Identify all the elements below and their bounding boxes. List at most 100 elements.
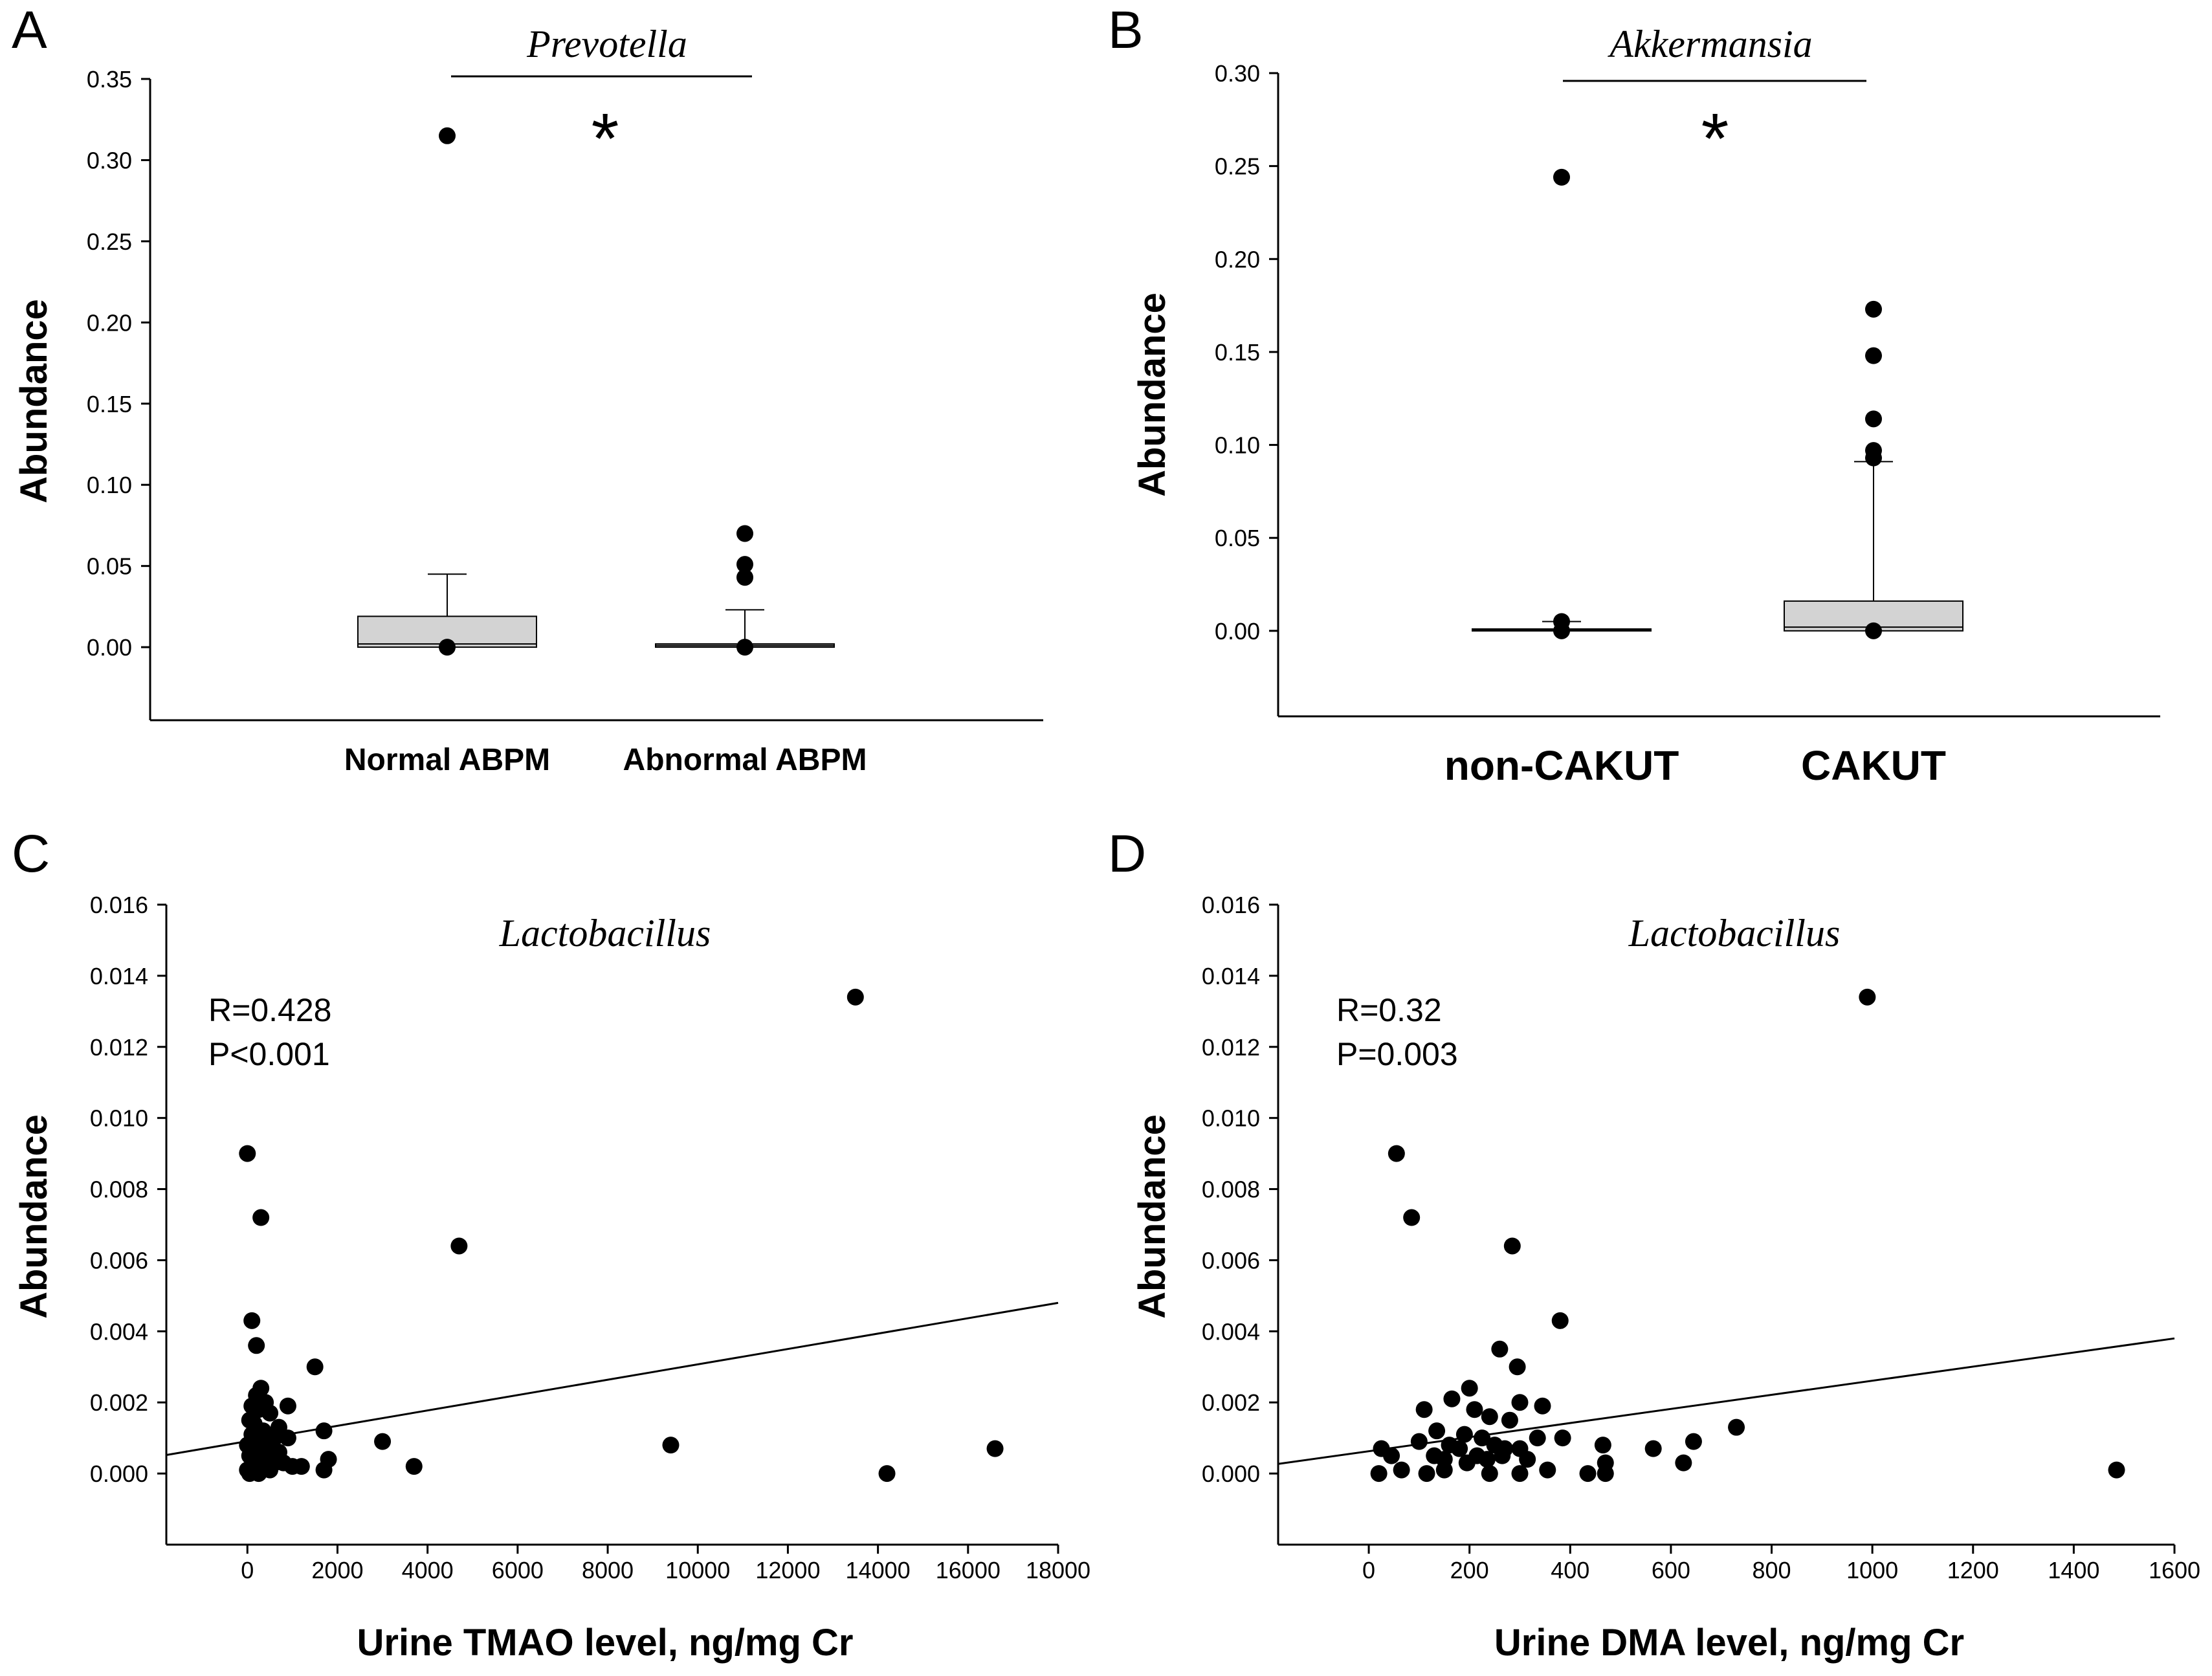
data-point	[1403, 1209, 1421, 1226]
data-point	[1461, 1380, 1478, 1397]
data-point	[1491, 1340, 1509, 1358]
y-axis-title-c: Abundance	[13, 1114, 55, 1319]
y-tick-label: 0.20	[1215, 246, 1260, 272]
x-tick-label: 8000	[582, 1557, 634, 1583]
data-point	[1474, 1429, 1491, 1447]
x-tick-label: 14000	[846, 1557, 911, 1583]
x-tick-label: 10000	[665, 1557, 730, 1583]
panel-c: C Lactobacillus R=0.428 P<0.001 Abundanc…	[12, 824, 1090, 1664]
data-point	[1428, 1422, 1446, 1440]
y-tick-label: 0.010	[1202, 1105, 1260, 1132]
data-point	[239, 1145, 256, 1162]
y-ticks-b: 0.00 0.05 0.10 0.15 0.20 0.25 0.30	[1215, 60, 1278, 645]
y-tick-label: 0.006	[90, 1247, 148, 1274]
y-tick-label: 0.008	[90, 1176, 148, 1203]
x-tick-label: 4000	[402, 1557, 454, 1583]
data-point	[1579, 1465, 1597, 1483]
chart-title-c: Lactobacillus	[499, 912, 711, 954]
data-point	[405, 1458, 423, 1475]
data-point	[1501, 1411, 1518, 1429]
category-label-2: Abnormal ABPM	[623, 743, 867, 777]
data-point	[250, 1465, 267, 1483]
category-labels-a: Normal ABPM Abnormal ABPM	[344, 743, 867, 777]
panel-a: A Prevotella * Abundance 0.00 0.05 0.10 0.1…	[12, 1, 1043, 777]
regression-line	[1277, 1337, 2175, 1465]
data-point	[1481, 1408, 1498, 1426]
y-tick-label: 0.012	[1202, 1034, 1260, 1061]
outlier-point	[736, 569, 753, 586]
data-point	[2108, 1461, 2125, 1479]
outlier-point	[736, 556, 753, 573]
data-point	[1859, 988, 1876, 1006]
data-point	[1383, 1447, 1400, 1464]
outlier-point	[1865, 300, 1882, 318]
y-tick-label: 0.15	[87, 391, 132, 417]
x-tick-label: 400	[1551, 1557, 1589, 1583]
data-point	[1481, 1465, 1498, 1483]
data-point	[1494, 1447, 1511, 1464]
x-tick-label: 200	[1450, 1557, 1489, 1583]
r-value-d: R=0.32	[1336, 992, 1442, 1028]
p-value-d: P=0.003	[1336, 1036, 1458, 1072]
data-point	[1551, 1312, 1569, 1329]
chart-title-b: Akkermansia	[1607, 23, 1812, 65]
data-point	[1511, 1394, 1529, 1411]
category-label-2: CAKUT	[1801, 742, 1946, 789]
data-point	[243, 1312, 261, 1329]
y-tick-label: 0.30	[87, 147, 132, 173]
box-b-2	[1784, 300, 1963, 639]
panel-letter-d: D	[1108, 824, 1146, 883]
data-point	[878, 1465, 896, 1483]
plot-area-a	[149, 79, 1043, 722]
data-point	[1415, 1401, 1433, 1418]
x-axis-title-d: Urine DMA level, ng/mg Cr	[1494, 1622, 1964, 1664]
data-point	[1511, 1465, 1529, 1483]
category-label-1: Normal ABPM	[344, 743, 550, 777]
plot-area-d	[1277, 905, 2175, 1546]
category-labels-b: non-CAKUT CAKUT	[1444, 742, 1946, 789]
regression-line	[166, 1301, 1059, 1457]
outlier-point	[439, 639, 456, 656]
y-tick-label: 0.30	[1215, 60, 1260, 87]
outlier-point	[1553, 168, 1570, 186]
data-point	[1455, 1426, 1473, 1443]
data-point	[1594, 1437, 1611, 1454]
x-tick-label: 0	[1362, 1557, 1375, 1583]
x-axis-title-c: Urine TMAO level, ng/mg Cr	[357, 1622, 854, 1664]
data-point	[662, 1437, 680, 1454]
y-ticks-d: 0.000 0.002 0.004 0.006 0.008 0.010 0.012 0.014…	[1202, 892, 1278, 1487]
y-tick-label: 0.012	[90, 1034, 148, 1061]
box-b-1	[1472, 168, 1652, 639]
x-tick-label: 18000	[1026, 1557, 1090, 1583]
panel-letter-c: C	[12, 824, 50, 883]
y-axis-title-b: Abundance	[1131, 292, 1173, 497]
data-point	[1644, 1440, 1662, 1457]
data-point	[252, 1209, 270, 1226]
y-tick-label: 0.00	[87, 634, 132, 661]
y-tick-label: 0.016	[1202, 892, 1260, 918]
y-tick-label: 0.25	[1215, 153, 1260, 180]
data-point	[986, 1440, 1004, 1457]
y-tick-label: 0.010	[90, 1105, 148, 1132]
data-point	[248, 1337, 265, 1354]
y-tick-label: 0.10	[87, 472, 132, 498]
y-ticks-c: 0.000 0.002 0.004 0.006 0.008 0.010 0.012 0.014…	[90, 892, 166, 1487]
y-tick-label: 0.000	[90, 1461, 148, 1487]
data-point	[1597, 1465, 1614, 1483]
y-axis-title-d: Abundance	[1131, 1114, 1173, 1319]
x-tick-label: 1600	[2149, 1557, 2200, 1583]
outlier-point	[1865, 410, 1882, 428]
data-point	[1503, 1237, 1521, 1255]
x-tick-label: 1000	[1846, 1557, 1898, 1583]
data-point	[450, 1237, 468, 1255]
data-point	[374, 1433, 392, 1450]
data-point	[1451, 1440, 1468, 1457]
y-tick-label: 0.002	[1202, 1389, 1260, 1416]
outlier-point	[1553, 622, 1570, 639]
y-tick-label: 0.000	[1202, 1461, 1260, 1487]
y-tick-label: 0.004	[1202, 1318, 1260, 1345]
y-tick-label: 0.15	[1215, 339, 1260, 366]
data-point	[1529, 1429, 1546, 1447]
y-tick-label: 0.10	[1215, 432, 1260, 459]
